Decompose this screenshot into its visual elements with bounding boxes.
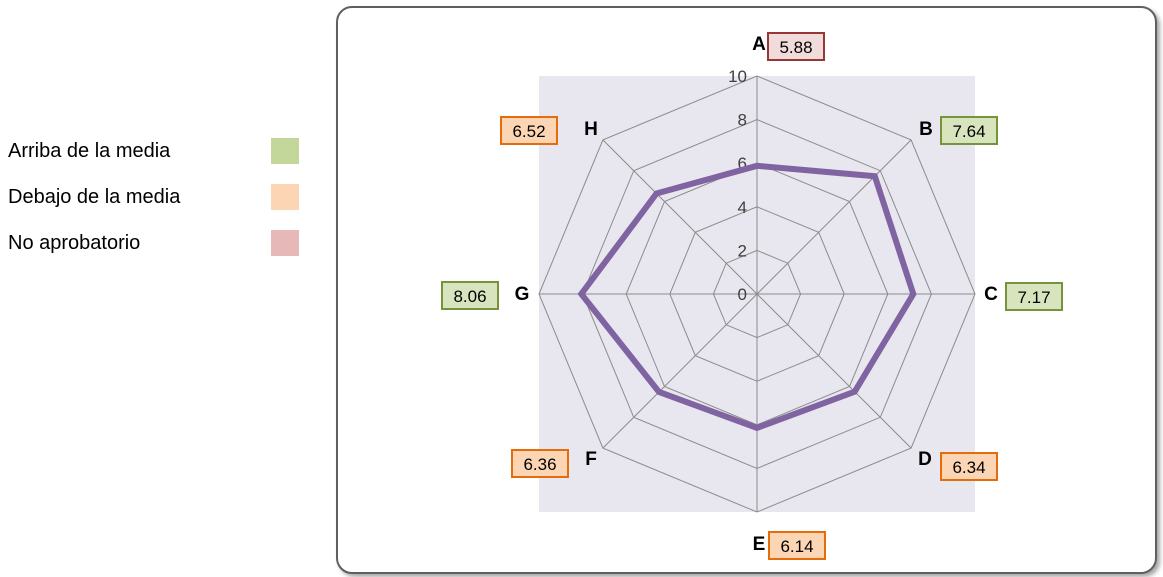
value-label-c: 7.17	[1017, 288, 1050, 307]
value-label-box-f	[511, 449, 569, 478]
value-label-box-b	[940, 116, 998, 145]
value-label-box-h	[500, 116, 558, 145]
legend-label-above-average: Arriba de la media	[8, 140, 171, 162]
value-label-h: 6.52	[512, 122, 545, 141]
category-label-b: B	[919, 119, 933, 140]
radial-tick-label: 6	[738, 154, 747, 173]
radar-chart: 0 2 4 6 8 10 A 5.88 B 7.64 C 7.17 D 6.34 E 6.14 F 6.36 G 8.…	[441, 32, 1063, 560]
chart-panel: 0 2 4 6 8 10 A 5.88 B 7.64 C 7.17 D 6.34 E 6.14 F 6.36 G 8.…	[336, 6, 1157, 574]
legend-item-below-average: Debajo de la media	[8, 184, 308, 214]
category-label-e: E	[753, 534, 766, 555]
radial-tick-label: 8	[738, 111, 747, 130]
data-series-line	[577, 162, 917, 432]
value-label-box-e	[768, 531, 826, 560]
legend-label-failing: No aprobatorio	[8, 232, 141, 254]
radial-tick-label: 10	[728, 67, 747, 86]
value-label-e: 6.14	[780, 537, 813, 556]
legend-swatch-failing	[271, 230, 299, 256]
legend-swatch-above-average	[271, 138, 299, 164]
radial-tick-label: 0	[738, 285, 747, 304]
radial-tick-label: 4	[738, 198, 747, 217]
value-label-a: 5.88	[779, 38, 812, 57]
value-label-box-a	[767, 32, 825, 61]
value-label-f: 6.36	[523, 455, 556, 474]
radial-tick-label: 2	[738, 241, 747, 260]
category-label-f: F	[585, 449, 597, 470]
value-label-box-d	[940, 452, 998, 481]
value-label-b: 7.64	[952, 122, 985, 141]
legend-item-failing: No aprobatorio	[8, 230, 308, 260]
category-label-c: C	[984, 284, 998, 305]
legend-item-above-average: Arriba de la media	[8, 138, 308, 168]
grid-spoke	[602, 139, 758, 295]
grid-spoke	[602, 293, 758, 449]
category-label-g: G	[515, 284, 530, 305]
grid-spoke	[756, 139, 912, 295]
category-label-h: H	[584, 119, 598, 140]
category-label-d: D	[918, 449, 932, 470]
legend-swatch-below-average	[271, 184, 299, 210]
legend-label-below-average: Debajo de la media	[8, 186, 181, 208]
value-label-box-c	[1005, 282, 1063, 311]
value-label-d: 6.34	[952, 458, 985, 477]
category-label-a: A	[752, 34, 766, 55]
grid-spoke	[756, 293, 912, 449]
value-label-box-g	[441, 281, 499, 310]
value-label-g: 8.06	[453, 287, 486, 306]
